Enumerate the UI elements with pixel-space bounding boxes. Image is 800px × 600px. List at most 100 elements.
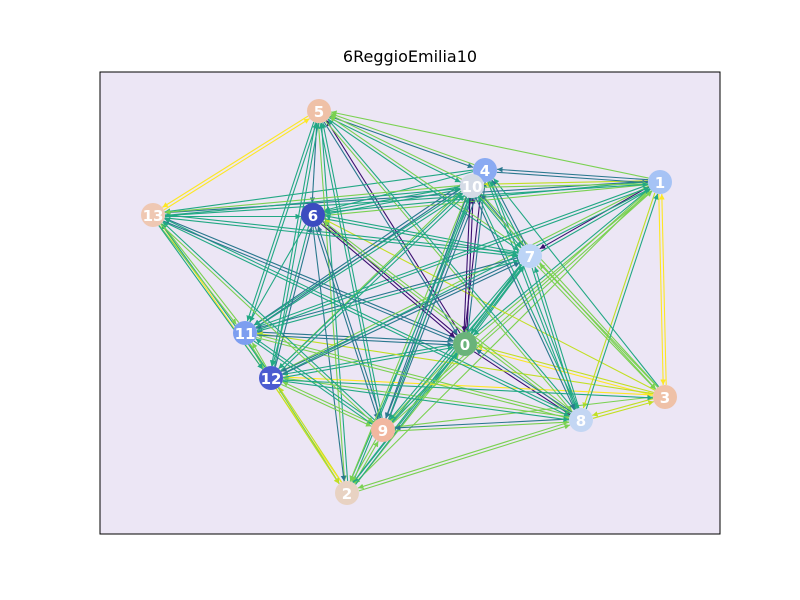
edge-8-5 bbox=[327, 118, 575, 411]
edge-3-9 bbox=[394, 396, 653, 430]
edge-4-5 bbox=[330, 112, 475, 166]
node-label-8: 8 bbox=[576, 412, 586, 430]
edge-0-9 bbox=[389, 351, 456, 421]
edge-12-7 bbox=[282, 262, 521, 375]
edge-6-1 bbox=[325, 182, 649, 216]
node-circle-8 bbox=[569, 408, 593, 432]
edge-10-0 bbox=[461, 197, 471, 332]
edge-12-2 bbox=[275, 388, 340, 485]
node-8: 8 bbox=[569, 408, 593, 432]
edge-3-4 bbox=[493, 178, 660, 388]
edge-1-4 bbox=[497, 166, 649, 181]
edge-7-1 bbox=[540, 188, 651, 252]
edge-10-5 bbox=[330, 114, 463, 180]
node-label-12: 12 bbox=[261, 370, 282, 388]
edge-11-10 bbox=[255, 193, 463, 329]
edge-7-11 bbox=[256, 257, 519, 330]
edge-9-8 bbox=[395, 419, 570, 432]
edge-12-3 bbox=[282, 379, 653, 401]
edge-13-0 bbox=[163, 220, 454, 342]
edge-6-0 bbox=[320, 223, 456, 338]
node-7: 7 bbox=[518, 244, 542, 268]
edge-8-4 bbox=[490, 180, 579, 409]
node-circle-4 bbox=[473, 158, 497, 182]
edge-3-0 bbox=[476, 344, 654, 394]
edge-10-7 bbox=[478, 195, 522, 249]
node-label-3: 3 bbox=[660, 389, 670, 407]
edge-5-7 bbox=[327, 118, 520, 251]
edge-9-4 bbox=[388, 181, 483, 420]
edge-5-13 bbox=[162, 115, 309, 208]
node-0: 0 bbox=[453, 332, 477, 356]
node-4: 4 bbox=[473, 158, 497, 182]
edge-9-10 bbox=[387, 197, 470, 420]
node-label-4: 4 bbox=[480, 162, 490, 180]
node-5: 5 bbox=[307, 99, 331, 123]
node-2: 2 bbox=[335, 481, 359, 505]
node-label-1: 1 bbox=[655, 174, 665, 192]
node-circle-13 bbox=[141, 203, 165, 227]
edge-13-8 bbox=[162, 221, 570, 417]
edge-5-10 bbox=[328, 117, 461, 183]
node-circle-7 bbox=[518, 244, 542, 268]
node-12: 12 bbox=[259, 366, 283, 390]
edge-9-11 bbox=[255, 338, 375, 423]
edge-7-13 bbox=[165, 212, 519, 254]
edge-12-9 bbox=[281, 383, 372, 427]
edge-0-4 bbox=[467, 182, 488, 333]
edge-9-5 bbox=[321, 122, 383, 419]
edge-2-7 bbox=[355, 266, 525, 485]
edge-9-6 bbox=[317, 225, 382, 419]
edge-4-13 bbox=[164, 169, 473, 214]
node-10: 10 bbox=[460, 174, 484, 198]
edge-12-8 bbox=[282, 380, 569, 422]
node-3: 3 bbox=[653, 385, 677, 409]
edge-10-9 bbox=[385, 196, 468, 419]
edge-13-9 bbox=[160, 223, 374, 424]
edge-13-10 bbox=[165, 186, 461, 216]
edge-1-3 bbox=[658, 193, 666, 386]
node-label-5: 5 bbox=[314, 103, 324, 121]
edge-12-11 bbox=[251, 342, 267, 368]
node-circle-1 bbox=[648, 170, 672, 194]
edge-0-2 bbox=[352, 352, 457, 484]
edge-13-7 bbox=[164, 217, 518, 259]
edge-9-2 bbox=[351, 439, 377, 483]
edge-8-2 bbox=[357, 421, 570, 489]
edge-11-13 bbox=[161, 223, 240, 323]
node-label-10: 10 bbox=[462, 178, 483, 196]
node-label-6: 6 bbox=[308, 207, 318, 225]
node-circle-6 bbox=[301, 203, 325, 227]
edge-6-2 bbox=[312, 227, 347, 482]
plot-area bbox=[99, 71, 721, 535]
edge-8-3 bbox=[592, 400, 654, 419]
edge-4-11 bbox=[253, 175, 475, 326]
node-label-13: 13 bbox=[143, 207, 164, 225]
edge-4-0 bbox=[462, 181, 483, 332]
node-9: 9 bbox=[371, 418, 395, 442]
edge-10-1 bbox=[483, 181, 649, 188]
edge-8-13 bbox=[164, 218, 572, 414]
edge-12-0 bbox=[283, 345, 454, 378]
edge-2-12 bbox=[278, 386, 343, 483]
edge-12-10 bbox=[280, 195, 465, 372]
node-circle-2 bbox=[335, 481, 359, 505]
edges-layer bbox=[158, 110, 667, 492]
edge-12-5 bbox=[274, 123, 321, 367]
edge-6-9 bbox=[314, 226, 379, 420]
edge-11-1 bbox=[256, 186, 650, 331]
edge-8-12 bbox=[283, 376, 570, 418]
node-circle-9 bbox=[371, 418, 395, 442]
edge-10-8 bbox=[475, 197, 576, 411]
edge-8-9 bbox=[394, 418, 569, 431]
node-1: 1 bbox=[648, 170, 672, 194]
edge-1-5 bbox=[330, 110, 649, 179]
node-13: 13 bbox=[141, 203, 165, 227]
edge-9-0 bbox=[392, 353, 459, 423]
edge-0-8 bbox=[473, 351, 571, 416]
edge-5-4 bbox=[329, 115, 474, 169]
edge-12-6 bbox=[274, 226, 313, 367]
edge-5-9 bbox=[319, 122, 381, 419]
node-circle-5 bbox=[307, 99, 331, 123]
edge-3-8 bbox=[592, 398, 654, 417]
